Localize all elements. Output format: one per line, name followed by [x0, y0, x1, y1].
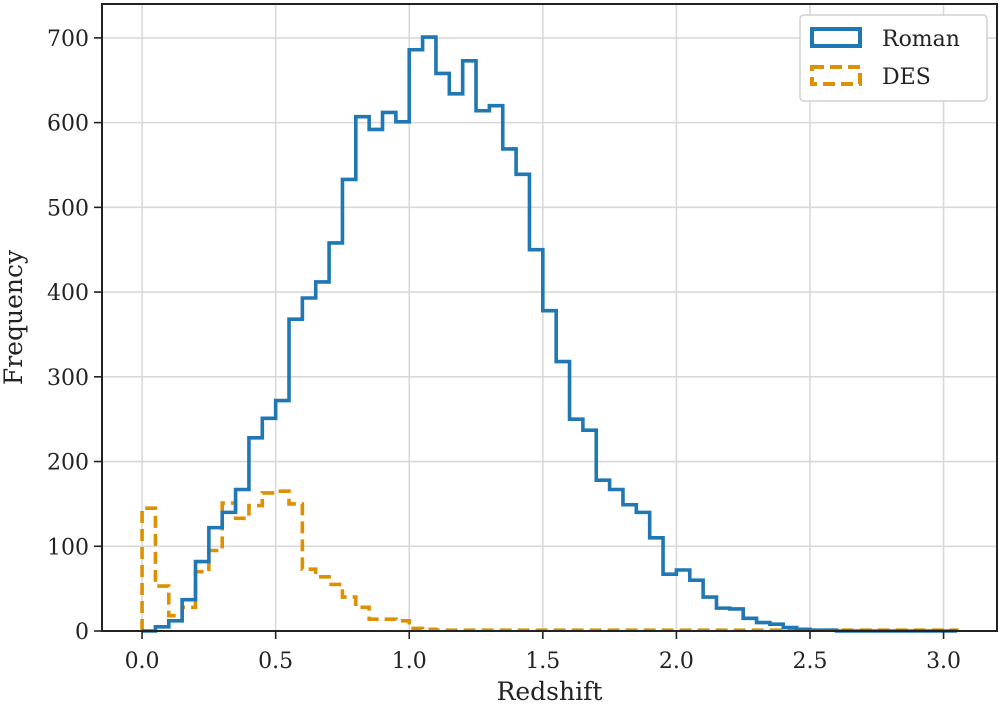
y-tick-label: 600: [47, 112, 89, 137]
y-tick-label: 500: [47, 196, 89, 221]
y-tick-label: 300: [47, 366, 89, 391]
legend-swatch-des: [810, 65, 862, 86]
y-tick-label: 400: [47, 281, 89, 306]
legend-label-des: DES: [882, 65, 931, 90]
x-axis-label: Redshift: [497, 677, 603, 706]
x-tick-label: 2.0: [659, 649, 694, 674]
x-tick-label: 0.5: [258, 649, 293, 674]
x-tick-label: 3.0: [926, 649, 961, 674]
y-axis-label: Frequency: [0, 249, 28, 385]
x-tick-label: 1.0: [392, 649, 427, 674]
series-layer: [140, 35, 959, 633]
y-tick-label: 200: [47, 451, 89, 476]
legend-swatch-roman: [810, 27, 862, 48]
x-tick-label: 1.5: [525, 649, 560, 674]
y-tick-label: 700: [47, 27, 89, 52]
x-tick-label: 2.5: [792, 649, 827, 674]
plot-frame: [101, 3, 998, 632]
y-tick-label: 0: [75, 620, 89, 645]
series-roman-histogram: [142, 35, 957, 633]
legend: Roman DES: [799, 14, 988, 102]
y-tick-label: 100: [47, 535, 89, 560]
tick-layer: 0.0 0.5 1.0 1.5 2.0 2.5 3.0 0 100 200 300 400 500 600…: [47, 27, 961, 674]
x-tick-label: 0.0: [125, 649, 160, 674]
legend-label-roman: Roman: [882, 27, 960, 52]
legend-box: [799, 14, 988, 102]
